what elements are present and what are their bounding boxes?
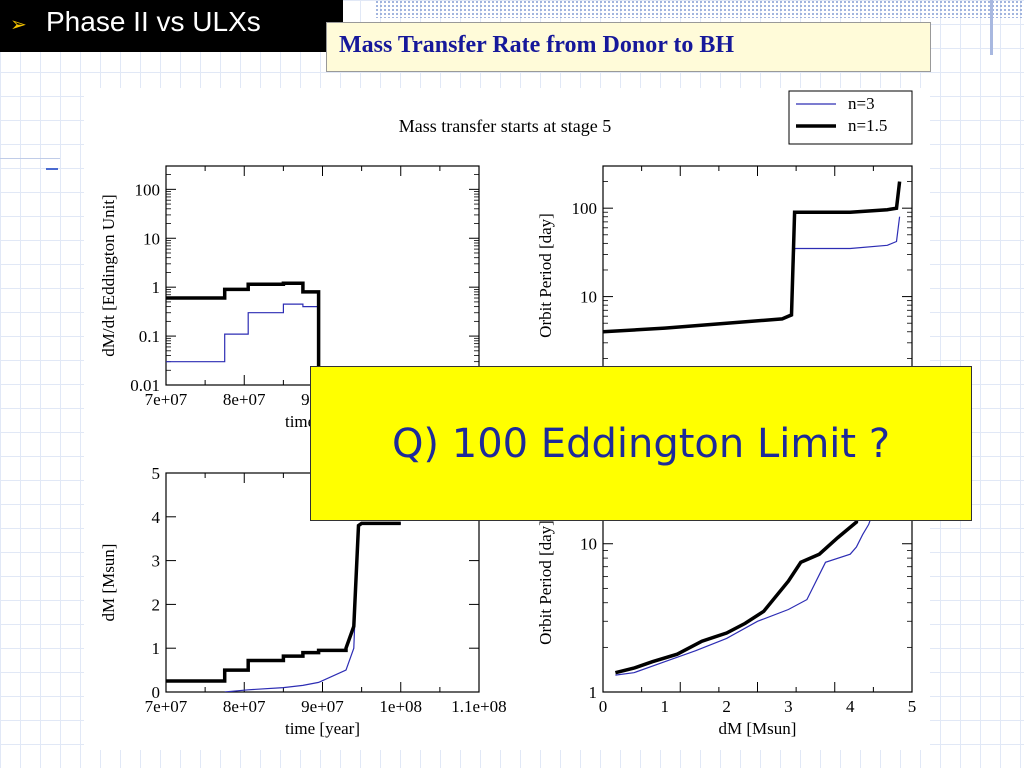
x-tick-label: 1 (661, 697, 670, 716)
x-tick-label: 8e+07 (223, 390, 266, 409)
y-tick-label: 1 (152, 278, 161, 297)
x-tick-label: 1e+08 (379, 697, 422, 716)
chart-legend: n=3 n=1.5 (788, 90, 913, 145)
panel-tr: 10 100 Orbit Period [day] (536, 165, 913, 386)
slide-title-box: ➢ Phase II vs ULXs (0, 0, 343, 52)
top-decor-band (375, 0, 1024, 18)
y-tick-label: 3 (152, 552, 161, 571)
title-bullet-icon: ➢ (10, 12, 27, 36)
series-n15 (166, 281, 321, 385)
y-tick-label: 2 (152, 595, 161, 614)
chart-title: Mass transfer starts at stage 5 (399, 116, 611, 136)
y-axis-label: Orbit Period [day] (536, 213, 555, 338)
y-tick-label: 100 (572, 199, 598, 218)
y-tick-label: 100 (135, 180, 161, 199)
series-n3 (166, 303, 320, 385)
y-tick-label: 10 (580, 535, 597, 554)
x-tick-label: 1.1e+08 (451, 697, 506, 716)
series-n15 (166, 521, 401, 683)
question-callout: Q) 100 Eddington Limit ? (310, 366, 972, 521)
y-axis-label: dM/dt [Eddington Unit] (99, 194, 118, 356)
y-tick-label: 1 (152, 639, 161, 658)
slide-title: Phase II vs ULXs (46, 6, 261, 37)
left-decor-line (0, 158, 60, 159)
legend-label: n=3 (848, 94, 875, 113)
y-tick-label: 4 (152, 508, 161, 527)
y-tick-label: 0.01 (130, 376, 160, 395)
y-axis-label: dM [Msun] (99, 544, 118, 622)
y-tick-label: 10 (143, 229, 160, 248)
x-tick-label: 7e+07 (145, 697, 188, 716)
slide-subtitle-box: Mass Transfer Rate from Donor to BH (326, 22, 931, 72)
x-tick-label: 9e+07 (301, 697, 344, 716)
x-tick-label: 2 (722, 697, 731, 716)
y-tick-label: 0 (152, 683, 161, 702)
series-n15 (614, 473, 862, 675)
y-tick-label: 1 (589, 683, 598, 702)
x-tick-label: 5 (908, 697, 917, 716)
x-tick-label: 7e+07 (145, 390, 188, 409)
x-axis-label: time [year] (285, 719, 360, 738)
y-axis-label: Orbit Period [day] (536, 520, 555, 645)
legend-frame (788, 90, 913, 145)
slide-subtitle: Mass Transfer Rate from Donor to BH (339, 32, 735, 58)
x-tick-label: 0 (599, 697, 608, 716)
x-tick-label: 4 (846, 697, 855, 716)
left-accent-mark (46, 168, 58, 170)
series-n15 (603, 181, 902, 334)
y-tick-label: 10 (580, 288, 597, 307)
legend-label: n=1.5 (848, 116, 887, 135)
callout-text: Q) 100 Eddington Limit ? (391, 420, 891, 467)
y-tick-label: 0.1 (139, 327, 160, 346)
x-tick-label: 3 (784, 697, 793, 716)
x-tick-label: 8e+07 (223, 697, 266, 716)
top-decor-rule (990, 0, 993, 55)
x-axis-label: dM [Msun] (719, 719, 797, 738)
y-tick-label: 5 (152, 464, 161, 483)
